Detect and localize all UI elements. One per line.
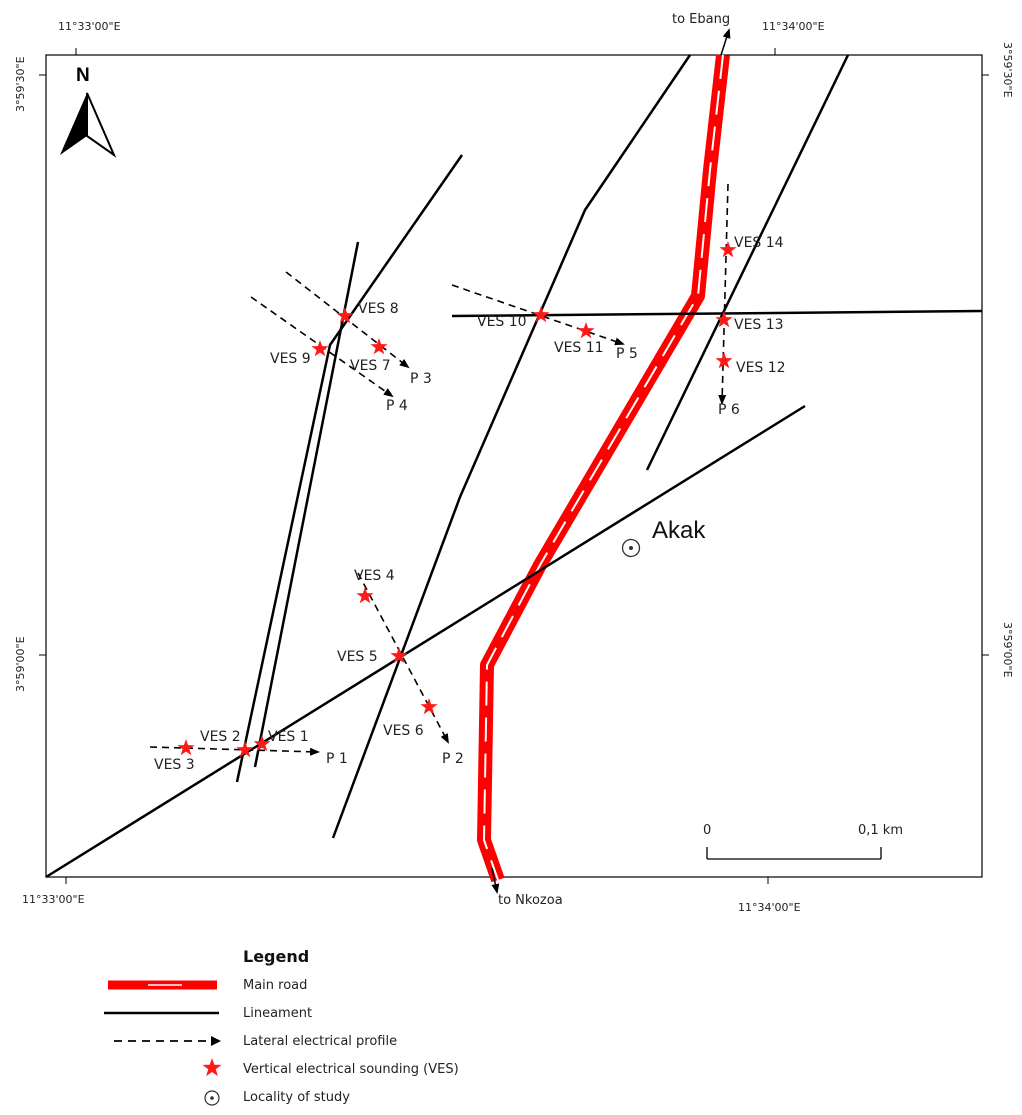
coord-top-right: 11°34'00"E [762, 20, 825, 33]
ves-11-star [577, 322, 595, 339]
road-label-north: to Ebang [672, 12, 730, 27]
road-label-south: to Nkozoa [498, 893, 563, 908]
ves-10-star [532, 306, 550, 323]
ves-13-star [715, 311, 733, 328]
scale-bar [706, 847, 882, 860]
profile-p1-line [149, 746, 320, 756]
ves-8-label: VES 8 [358, 301, 399, 317]
north-arrow-icon: N [60, 65, 117, 158]
ves-stars [177, 241, 737, 758]
profile-labels: P 1 P 2 P 3 P 4 P 5 P 6 [326, 346, 740, 767]
profile-p2-label: P 2 [442, 751, 464, 767]
coord-top-left: 11°33'00"E [58, 20, 121, 33]
ves-4-label: VES 4 [354, 568, 395, 584]
ves-14-star [719, 241, 737, 258]
coord-right-bottom: 3°59'00"E [1001, 622, 1014, 678]
ves-5-star [390, 647, 408, 664]
map-frame [45, 54, 983, 878]
lineament-west-b [253, 241, 360, 768]
coord-bottom-right: 11°34'00"E [738, 901, 801, 914]
legend-ves-star-icon [202, 1058, 222, 1077]
ves-labels: VES 1 VES 2 VES 3 VES 4 VES 5 VES 6 VES … [154, 235, 786, 773]
legend-ves-label: Vertical electrical sounding (VES) [243, 1062, 459, 1077]
ves-6-label: VES 6 [383, 723, 424, 739]
ves-2-label: VES 2 [200, 729, 241, 745]
legend-title: Legend [243, 947, 309, 966]
legend-locality-label: Locality of study [243, 1090, 350, 1105]
main-road [477, 54, 730, 883]
graticule-ticks [39, 48, 989, 884]
profile-p2-line [357, 572, 449, 744]
ves-7-label: VES 7 [350, 358, 391, 374]
ves-4-star [356, 587, 374, 604]
ves-12-label: VES 12 [736, 360, 786, 376]
profile-p1-label: P 1 [326, 751, 348, 767]
ves-2-star [236, 741, 254, 758]
legend: Legend Main road Lineament Lateral elect… [104, 947, 459, 1106]
lineament-northeast [645, 54, 850, 471]
ves-3-star [177, 739, 195, 756]
coord-left-bottom: 3°59'00"E [14, 636, 27, 692]
ves-3-label: VES 3 [154, 757, 195, 773]
legend-main-road-label: Main road [243, 978, 307, 993]
ves-14-label: VES 14 [734, 235, 784, 251]
profile-p6-label: P 6 [718, 402, 740, 418]
ves-13-label: VES 13 [734, 317, 784, 333]
profile-p3-label: P 3 [410, 371, 432, 387]
lineament-diagonal-long [45, 404, 806, 879]
profile-p4-label: P 4 [386, 398, 408, 414]
legend-profile-label: Lateral electrical profile [243, 1034, 397, 1049]
ves-9-label: VES 9 [270, 351, 311, 367]
locality-icon [621, 538, 641, 558]
north-label: N [76, 65, 90, 86]
road-arrow-north [720, 28, 731, 56]
ves-1-star [253, 735, 271, 752]
ves-7-star [370, 338, 388, 355]
coord-right-top: 3°59'30"E [1001, 42, 1014, 98]
scale-bar-start: 0 [703, 823, 711, 838]
ves-12-star [715, 352, 733, 369]
ves-10-label: VES 10 [477, 314, 527, 330]
ves-11-label: VES 11 [554, 340, 604, 356]
profile-p6-line [718, 183, 729, 405]
ves-8-star [336, 307, 354, 324]
coord-bottom-left: 11°33'00"E [22, 893, 85, 906]
lineament-central [331, 54, 692, 839]
locality-label: Akak [652, 517, 706, 544]
ves-5-label: VES 5 [337, 649, 378, 665]
coord-left-top: 3°59'30"E [14, 56, 27, 112]
profile-p5-label: P 5 [616, 346, 638, 362]
ves-6-star [420, 698, 438, 715]
ves-1-label: VES 1 [268, 729, 309, 745]
legend-lineament-label: Lineament [243, 1006, 312, 1021]
scale-bar-end: 0,1 km [858, 823, 903, 838]
lineament-west-a [235, 154, 464, 783]
ves-9-star [311, 340, 329, 357]
road-arrow-south [491, 867, 500, 894]
